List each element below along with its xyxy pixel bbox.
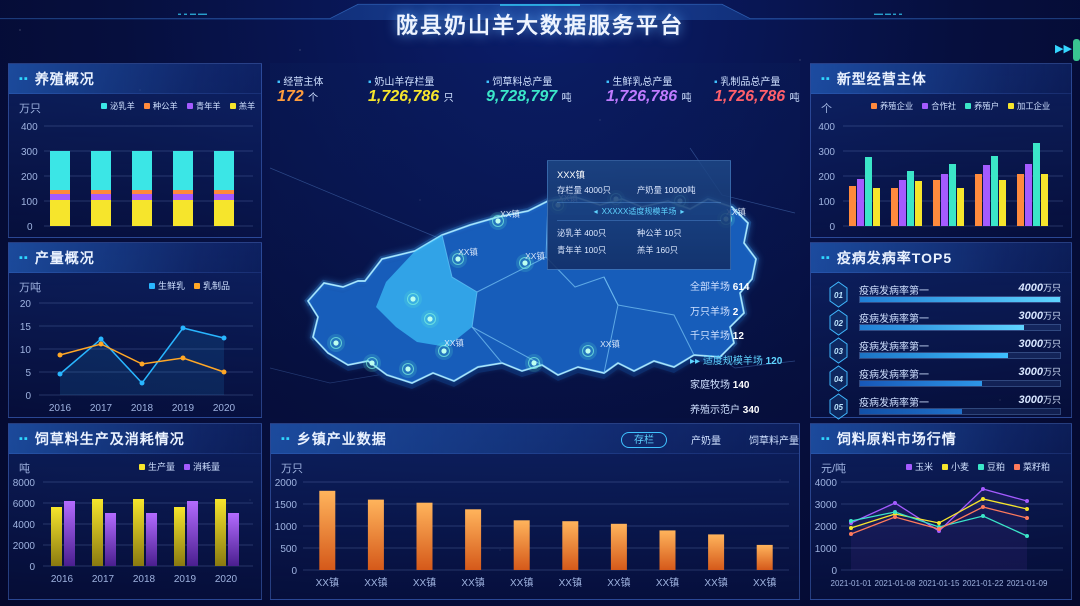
svg-text:XX镇: XX镇 bbox=[364, 576, 387, 589]
svg-text:2021-01-09: 2021-01-09 bbox=[1007, 579, 1048, 588]
svg-text:XX镇: XX镇 bbox=[600, 339, 620, 349]
svg-text:20: 20 bbox=[20, 299, 32, 310]
svg-text:100: 100 bbox=[21, 197, 38, 208]
svg-text:XX镇: XX镇 bbox=[510, 576, 533, 589]
svg-text:8000: 8000 bbox=[13, 478, 36, 489]
svg-text:15: 15 bbox=[20, 322, 32, 333]
svg-text:0: 0 bbox=[25, 391, 31, 402]
svg-text:500: 500 bbox=[280, 544, 297, 555]
svg-text:XX镇: XX镇 bbox=[444, 338, 464, 348]
svg-text:2000: 2000 bbox=[13, 541, 36, 552]
svg-text:03: 03 bbox=[834, 347, 843, 356]
svg-text:400: 400 bbox=[818, 122, 835, 133]
svg-text:6000: 6000 bbox=[13, 499, 36, 510]
svg-text:100: 100 bbox=[818, 197, 835, 208]
svg-text:300: 300 bbox=[818, 147, 835, 158]
svg-text:05: 05 bbox=[834, 403, 843, 412]
svg-text:2016: 2016 bbox=[51, 574, 74, 585]
svg-text:300: 300 bbox=[21, 147, 38, 158]
svg-text:2000: 2000 bbox=[815, 522, 838, 533]
svg-text:400: 400 bbox=[21, 122, 38, 133]
svg-text:0: 0 bbox=[29, 562, 35, 573]
svg-text:01: 01 bbox=[834, 291, 843, 300]
svg-text:1500: 1500 bbox=[275, 500, 298, 511]
svg-text:4000: 4000 bbox=[815, 478, 838, 489]
svg-text:2020: 2020 bbox=[213, 403, 236, 414]
svg-text:2000: 2000 bbox=[275, 478, 298, 489]
svg-text:2021-01-15: 2021-01-15 bbox=[919, 579, 960, 588]
svg-text:XX镇: XX镇 bbox=[656, 576, 679, 589]
svg-text:2019: 2019 bbox=[174, 574, 197, 585]
svg-text:5: 5 bbox=[25, 368, 31, 379]
svg-text:2020: 2020 bbox=[215, 574, 238, 585]
svg-text:2018: 2018 bbox=[131, 403, 154, 414]
svg-text:XX镇: XX镇 bbox=[458, 247, 478, 257]
svg-text:2021-01-08: 2021-01-08 bbox=[875, 579, 916, 588]
svg-text:XX镇: XX镇 bbox=[500, 209, 520, 219]
svg-text:04: 04 bbox=[834, 375, 843, 384]
svg-text:4000: 4000 bbox=[13, 520, 36, 531]
svg-text:XX镇: XX镇 bbox=[704, 576, 727, 589]
svg-text:XX镇: XX镇 bbox=[559, 576, 582, 589]
svg-text:2021-01-01: 2021-01-01 bbox=[831, 579, 872, 588]
svg-text:2016: 2016 bbox=[49, 403, 72, 414]
svg-text:1000: 1000 bbox=[275, 522, 298, 533]
svg-text:0: 0 bbox=[829, 222, 835, 233]
svg-text:XX镇: XX镇 bbox=[413, 576, 436, 589]
svg-text:0: 0 bbox=[831, 566, 837, 577]
svg-text:2018: 2018 bbox=[133, 574, 156, 585]
svg-text:2021-01-22: 2021-01-22 bbox=[963, 579, 1004, 588]
svg-text:0: 0 bbox=[291, 566, 297, 577]
svg-text:3000: 3000 bbox=[815, 500, 838, 511]
svg-text:XX镇: XX镇 bbox=[525, 251, 545, 261]
svg-text:XX镇: XX镇 bbox=[461, 576, 484, 589]
svg-text:200: 200 bbox=[818, 172, 835, 183]
svg-text:02: 02 bbox=[834, 319, 843, 328]
svg-text:XX镇: XX镇 bbox=[607, 576, 630, 589]
svg-text:XX镇: XX镇 bbox=[316, 576, 339, 589]
svg-text:2017: 2017 bbox=[92, 574, 115, 585]
svg-text:2017: 2017 bbox=[90, 403, 113, 414]
svg-text:XX镇: XX镇 bbox=[753, 576, 776, 589]
svg-text:200: 200 bbox=[21, 172, 38, 183]
svg-text:10: 10 bbox=[20, 345, 32, 356]
svg-text:2019: 2019 bbox=[172, 403, 195, 414]
svg-text:1000: 1000 bbox=[815, 544, 838, 555]
svg-text:0: 0 bbox=[27, 222, 33, 233]
